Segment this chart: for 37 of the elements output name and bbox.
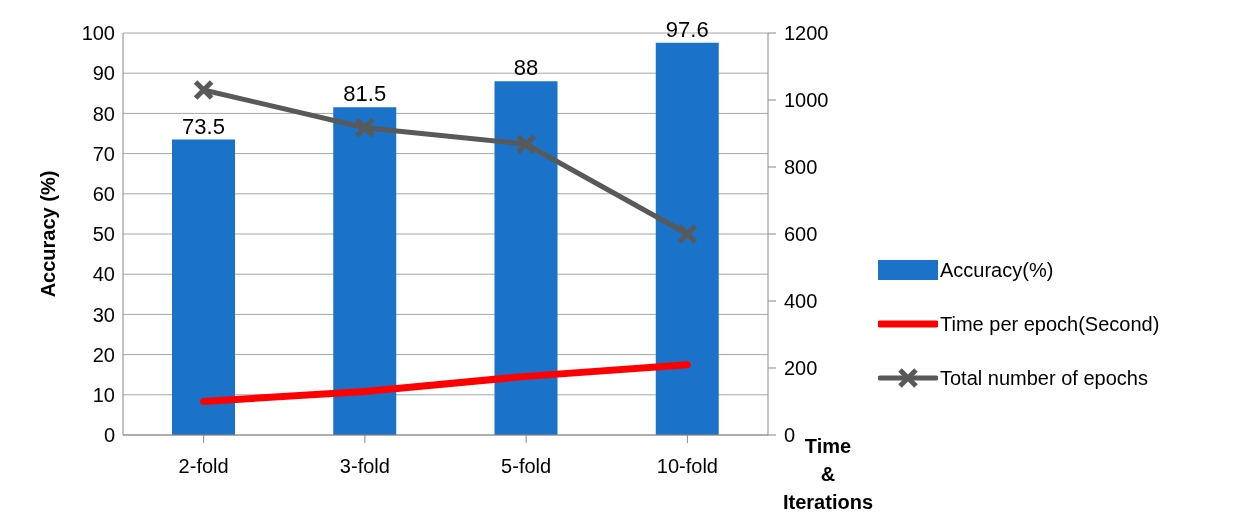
y-tick-label: 50 — [92, 223, 115, 246]
bar — [655, 42, 719, 435]
x-tick-label: 10-fold — [656, 455, 718, 478]
point — [193, 79, 215, 101]
y2-tick-label: 600 — [784, 223, 818, 246]
y-tick-label: 60 — [92, 182, 115, 205]
legend-label: Accuracy(%) — [940, 258, 1054, 282]
y-tick-label: 90 — [92, 62, 115, 85]
point — [354, 117, 376, 139]
y2-tick-label: 800 — [784, 156, 818, 179]
x-tick-label: 3-fold — [339, 455, 390, 478]
y-tick-label: 70 — [92, 142, 115, 165]
bar — [172, 139, 235, 435]
y-tick-label: 10 — [92, 383, 115, 406]
y-tick-label: 100 — [81, 22, 115, 45]
y2-tick-label: 200 — [784, 357, 818, 380]
y2-tick-label: 400 — [784, 290, 818, 313]
x-tick-label: 5-fold — [501, 455, 552, 478]
y-tick-label: 80 — [92, 102, 115, 125]
data-label: 88 — [513, 55, 539, 81]
data-label: 81.5 — [343, 81, 387, 107]
y-tick-label: 30 — [92, 303, 115, 326]
point — [515, 133, 537, 155]
y-axis-title: Accuracy (%) — [37, 170, 60, 298]
bar — [494, 81, 558, 435]
legend-label: Time per epoch(Second) — [940, 312, 1160, 336]
legend-label: Total number of epochs — [940, 366, 1148, 390]
data-label: 97.6 — [665, 16, 709, 42]
y2-tick-label: 1200 — [784, 22, 829, 45]
y-tick-label: 20 — [92, 343, 115, 366]
y-tick-label: 40 — [92, 263, 115, 286]
data-label: 73.5 — [182, 113, 225, 139]
y-tick-label: 0 — [103, 424, 115, 447]
y2-tick-label: 1000 — [784, 89, 829, 112]
bar — [333, 107, 397, 435]
x-tick-label: 2-fold — [178, 455, 229, 478]
point — [676, 223, 698, 245]
